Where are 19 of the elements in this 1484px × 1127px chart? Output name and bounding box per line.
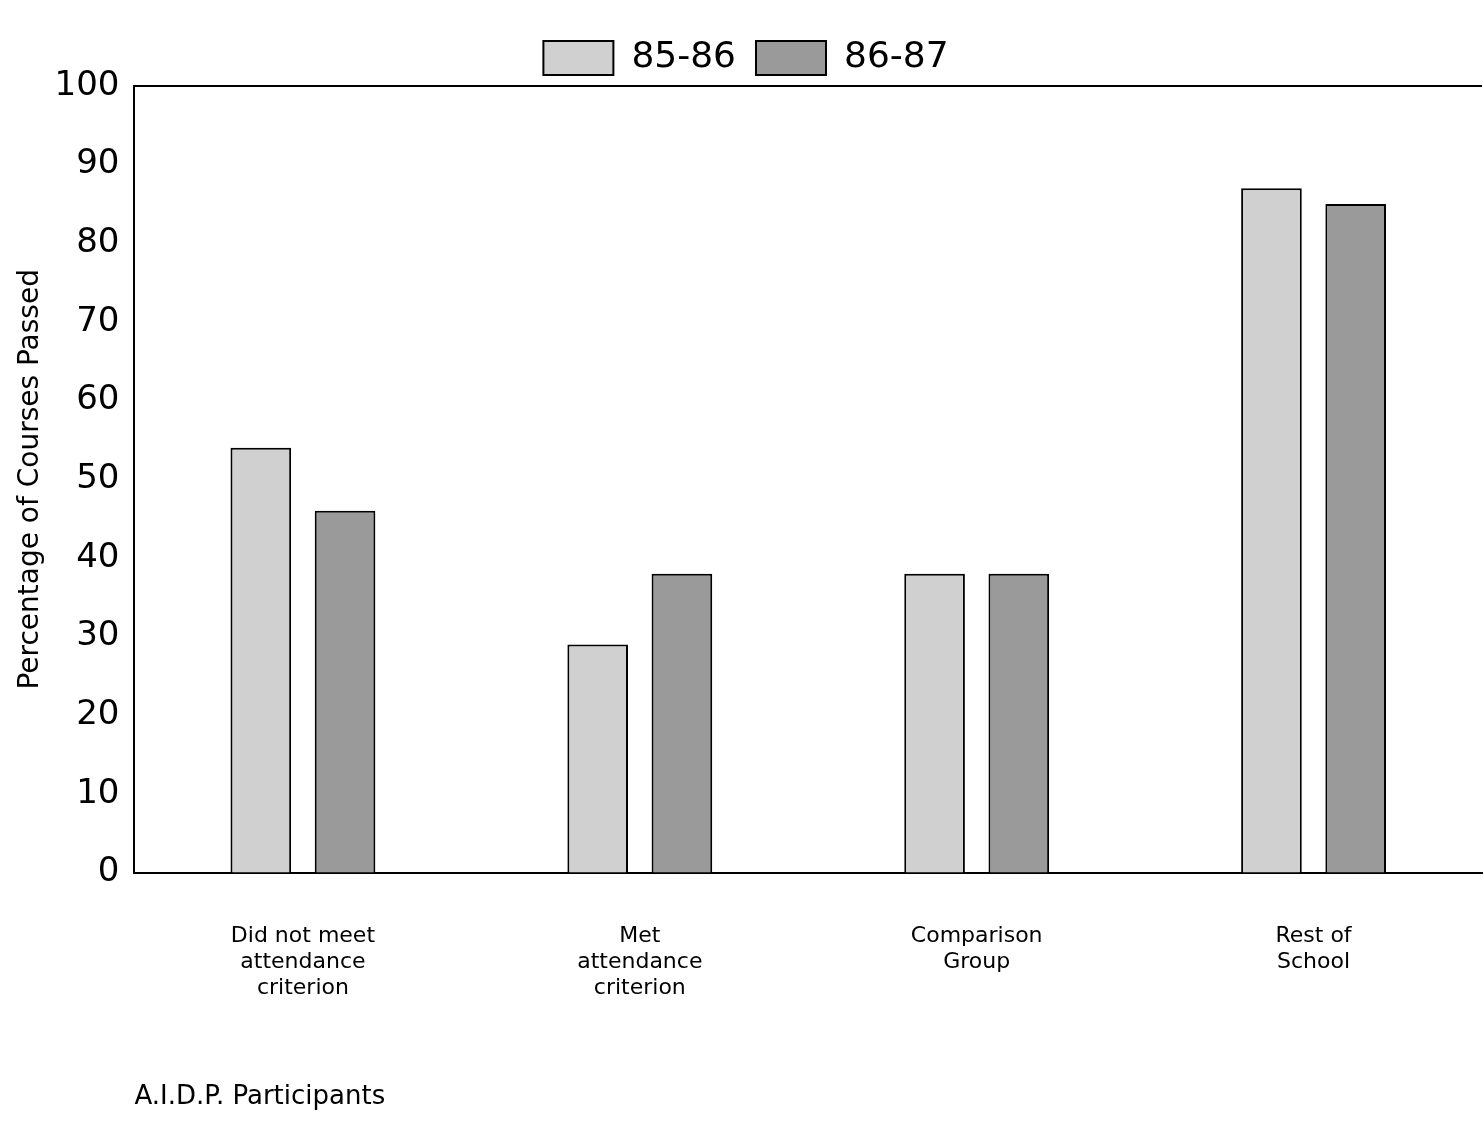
y-tick-label: 20: [76, 692, 120, 733]
y-tick-label: 40: [76, 534, 120, 575]
x-tick-label: Met attendance criterion: [577, 921, 703, 1000]
y-tick-label: 90: [76, 141, 120, 182]
x-tick-label: Rest of School: [1275, 921, 1353, 973]
y-tick-label: 30: [76, 613, 120, 654]
legend-label: 85-86: [631, 34, 736, 76]
y-tick-label: 60: [76, 377, 120, 418]
y-tick-label: 70: [76, 298, 120, 339]
y-tick-label: 10: [76, 770, 120, 811]
y-tick-label: 50: [76, 456, 120, 497]
x-tick-label: Did not meet attendance criterion: [230, 921, 376, 1000]
x-axis-title: A.I.D.P. Participants: [134, 1080, 386, 1111]
y-axis-title: Percentage of Courses Passed: [12, 269, 46, 690]
legend-label: 86-87: [844, 34, 949, 76]
x-tick-label: Comparison Group: [910, 921, 1043, 973]
y-tick-label: 100: [54, 62, 120, 103]
y-tick-label: 80: [76, 220, 120, 261]
y-tick-label: 0: [97, 849, 120, 890]
